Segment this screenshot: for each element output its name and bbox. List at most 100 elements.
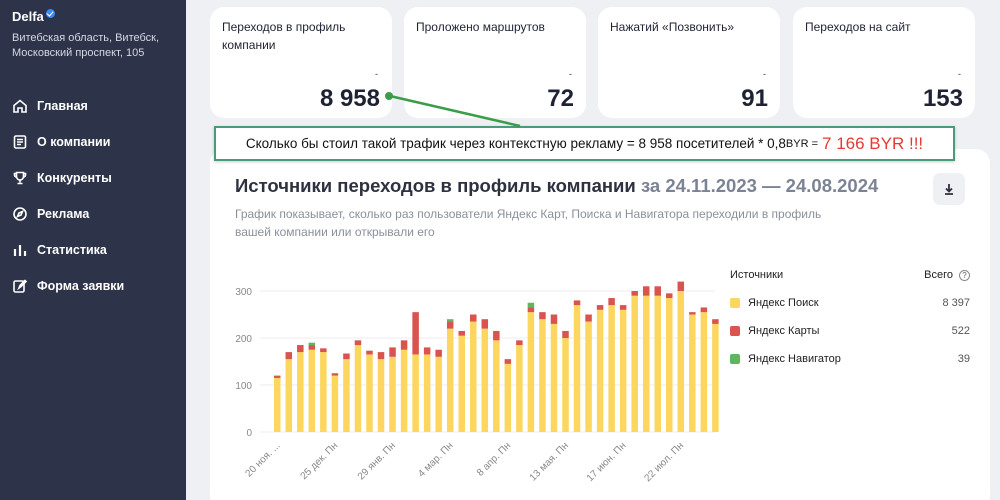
bar-segment (562, 338, 569, 432)
y-tick-label: 0 (246, 428, 252, 439)
sidebar-item-label: Конкуренты (37, 171, 112, 185)
x-tick-label: 20 ноя. ... (244, 440, 283, 479)
legend-swatch (730, 298, 740, 308)
legend-total: 522 (951, 325, 970, 337)
bar-segment (274, 375, 281, 378)
bar-segment (504, 359, 512, 364)
sidebar-item-label: Форма заявки (37, 279, 125, 293)
bar-segment (308, 342, 316, 346)
sidebar-item-label: Главная (37, 99, 88, 113)
kpi-card-routes[interactable]: Проложено маршрутов - 72 (404, 7, 586, 118)
sources-title: Источники переходов в профиль компании (235, 175, 636, 196)
legend-item[interactable]: Яндекс Поиск 8 397 (730, 289, 970, 317)
kpi-label: Проложено маршрутов (416, 20, 545, 34)
sidebar-item-competitors[interactable]: Конкуренты (0, 160, 186, 196)
compass-icon (12, 206, 28, 222)
document-icon (12, 134, 28, 150)
kpi-value: 72 (547, 85, 574, 112)
kpi-card-profile-visits[interactable]: Переходов в профиль компании - 8 958 (210, 7, 392, 118)
bar-segment (400, 349, 408, 432)
bar-segment (585, 321, 592, 432)
y-tick-label: 200 (235, 334, 252, 345)
annotation-text: Сколько бы стоил такой трафик через конт… (245, 136, 786, 151)
bar-segment (573, 300, 581, 306)
bar-segment (297, 345, 304, 353)
bar-segment (666, 298, 673, 432)
bar-segment (631, 295, 638, 432)
bar-segment (677, 281, 685, 291)
x-tick-label: 8 апр. Пн (475, 440, 513, 478)
chart-description: График показывает, сколько раз пользоват… (235, 207, 822, 239)
kpi-value: 153 (922, 85, 963, 112)
kpi-value: 91 (741, 85, 768, 112)
bar-segment (619, 309, 627, 432)
trophy-icon (12, 170, 28, 186)
bar-segment (320, 348, 327, 353)
kpi-card-site-visits[interactable]: Переходов на сайт - 153 (793, 7, 975, 118)
kpi-delta: - (569, 69, 572, 79)
brand[interactable]: Delfa (12, 8, 55, 24)
x-tick-label: 17 июн. Пн (585, 440, 629, 484)
bar-segment (516, 345, 523, 432)
legend-swatch (730, 326, 740, 336)
bar-segment (504, 363, 512, 432)
bar-segment (527, 307, 535, 313)
bar-segment (608, 305, 615, 432)
help-icon[interactable]: ? (959, 270, 970, 281)
bar-segment (493, 340, 500, 432)
kpi-label: Переходов на сайт (805, 20, 911, 34)
bar-segment (550, 314, 558, 324)
x-tick-label: 25 дек. Пн (299, 440, 341, 482)
bar-segment (274, 377, 281, 432)
bar-segment (389, 356, 396, 432)
bar-segment (585, 314, 592, 322)
sidebar-item-label: Статистика (37, 243, 107, 257)
bar-segment (423, 354, 431, 432)
sidebar-item-statistics[interactable]: Статистика (0, 232, 186, 268)
kpi-label: Переходов в профиль компании (222, 20, 346, 52)
bar-segment (631, 291, 638, 296)
sidebar-item-about[interactable]: О компании (0, 124, 186, 160)
legend-total: 8 397 (942, 297, 970, 309)
company-address: Витебская область, Витебск, Московский п… (12, 32, 160, 59)
bar-segment (331, 375, 339, 432)
kpi-card-calls[interactable]: Нажатий «Позвонить» - 91 (598, 7, 780, 118)
bar-segment (377, 352, 385, 360)
bar-segment (481, 328, 489, 432)
legend-item[interactable]: Яндекс Карты 522 (730, 317, 970, 345)
legend-swatch (730, 354, 740, 364)
bar-segment (677, 291, 685, 432)
sidebar-item-request-form[interactable]: Форма заявки (0, 268, 186, 304)
x-tick-label: 13 мая. Пн (528, 440, 571, 483)
annotation-currency: BYR = (785, 137, 819, 150)
bar-segment (458, 335, 465, 432)
bar-segment (527, 312, 535, 432)
bar-segment (596, 305, 604, 310)
bar-segment (458, 330, 465, 336)
bar-segment (354, 340, 362, 346)
kpi-delta: - (375, 69, 378, 79)
home-icon (12, 98, 28, 114)
bar-segment (354, 345, 362, 432)
sidebar: Delfa Витебская область, Витебск, Москов… (0, 0, 186, 500)
x-tick-label: 29 янв. Пн (356, 440, 398, 482)
legend-name: Яндекс Поиск (748, 297, 819, 309)
bar-segment (550, 323, 558, 432)
bar-segment (297, 352, 304, 432)
bar-segment (343, 359, 350, 432)
legend-name: Яндекс Карты (748, 325, 820, 337)
bar-segment (539, 319, 546, 432)
bar-segment (689, 314, 696, 432)
legend-item[interactable]: Яндекс Навигатор 39 (730, 345, 970, 373)
sources-chart: 0 100 200 300 20 ноя. ... 25 дек. Пн 29 янв. П… (235, 281, 719, 484)
bar-segment (331, 373, 339, 376)
bar-segment (400, 340, 408, 350)
sidebar-item-label: О компании (37, 135, 111, 149)
download-button[interactable] (933, 173, 965, 205)
bar-segment (377, 359, 385, 432)
download-icon (945, 184, 953, 195)
sidebar-item-home[interactable]: Главная (0, 88, 186, 124)
bar-segment (654, 286, 661, 296)
page-title: Источники переходов в профиль компании з… (235, 175, 878, 197)
sidebar-item-ads[interactable]: Реклама (0, 196, 186, 232)
